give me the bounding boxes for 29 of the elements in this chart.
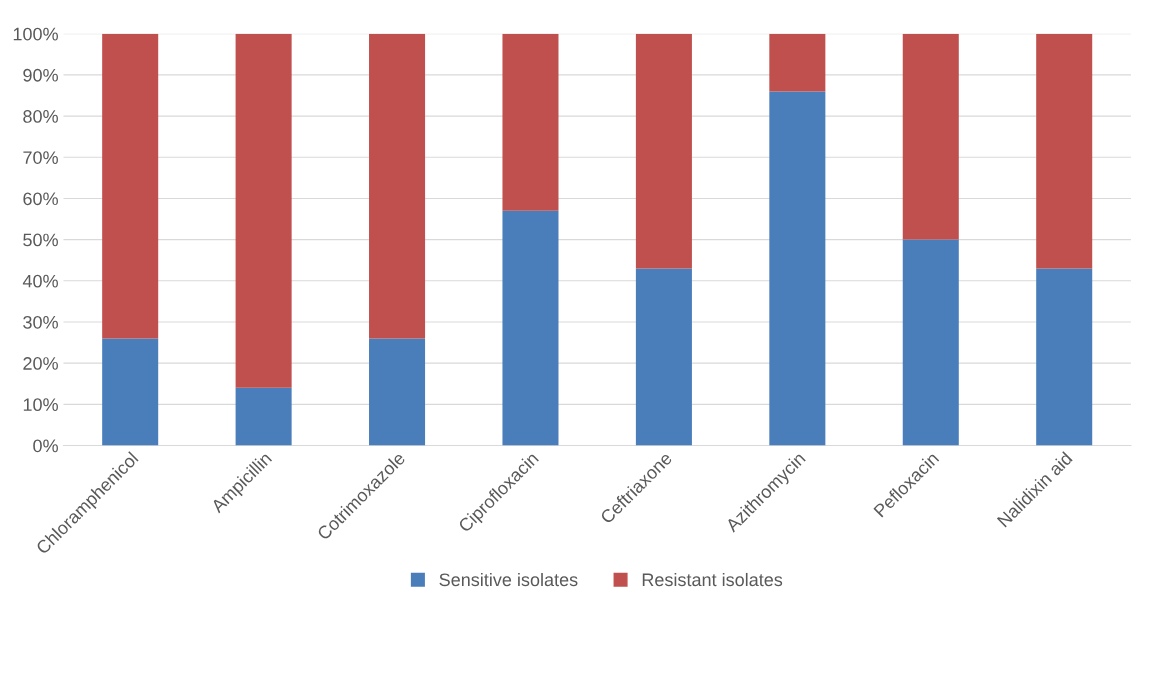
bar <box>502 210 559 446</box>
bar <box>902 33 959 240</box>
bar <box>102 338 159 446</box>
y-tick-label: 20% <box>23 357 58 370</box>
bar <box>502 33 559 211</box>
bar <box>369 338 426 446</box>
y-tick-label: 30% <box>23 315 58 329</box>
y-tick-label: 80% <box>23 110 58 123</box>
bar <box>1036 33 1093 269</box>
y-tick-label: 60% <box>23 192 58 206</box>
y-tick-label: 70% <box>23 151 58 164</box>
y-tick-label: 90% <box>23 68 58 82</box>
bar <box>235 33 292 388</box>
bar <box>769 33 826 92</box>
legend-label: Resistant isolates <box>642 572 783 587</box>
bar <box>902 239 959 446</box>
bar <box>635 268 692 446</box>
y-tick-label: 0% <box>33 439 58 453</box>
bar <box>635 33 692 269</box>
y-tick-label: 50% <box>23 233 58 247</box>
bar <box>769 91 826 446</box>
bar <box>1036 268 1093 446</box>
bar <box>102 33 159 339</box>
legend-label: Sensitive isolates <box>439 572 578 587</box>
y-tick-label: 10% <box>23 398 58 412</box>
bar <box>235 387 292 446</box>
bar <box>369 33 426 339</box>
y-tick-label: 100% <box>13 27 58 41</box>
y-tick-label: 40% <box>22 274 58 288</box>
